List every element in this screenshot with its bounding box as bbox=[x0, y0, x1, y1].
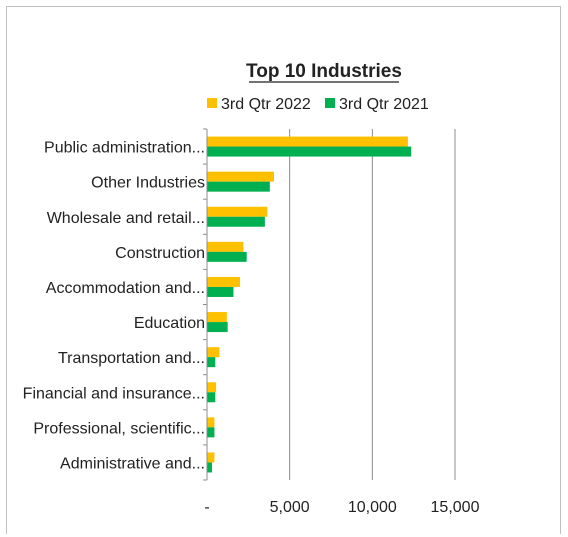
bar-series1 bbox=[207, 312, 227, 323]
x-tick-label: 10,000 bbox=[348, 499, 397, 516]
bar-series2 bbox=[207, 216, 265, 227]
bar-series2 bbox=[207, 286, 234, 297]
x-tick-label: 5,000 bbox=[270, 499, 310, 516]
legend: 3rd Qtr 2022 3rd Qtr 2021 bbox=[207, 96, 429, 113]
legend-swatch-1 bbox=[207, 98, 217, 108]
legend-swatch-2 bbox=[325, 98, 335, 108]
category-label: Education bbox=[134, 315, 205, 332]
x-tick-label: - bbox=[204, 499, 209, 516]
category-label: Professional, scientific... bbox=[33, 420, 205, 437]
bar-series1 bbox=[207, 382, 217, 393]
category-label: Other Industries bbox=[91, 175, 205, 192]
bar-series2 bbox=[207, 357, 216, 368]
gridlines bbox=[289, 129, 456, 480]
category-label: Public administration... bbox=[44, 140, 205, 157]
bar-series1 bbox=[207, 241, 244, 252]
bar-chart: Top 10 Industries 3rd Qtr 2022 3rd Qtr 20… bbox=[23, 61, 480, 516]
category-label: Accommodation and... bbox=[46, 280, 205, 297]
bar-series2 bbox=[207, 462, 212, 473]
bar-series1 bbox=[207, 206, 268, 217]
bar-series2 bbox=[207, 146, 412, 157]
bar-series1 bbox=[207, 171, 274, 182]
bars bbox=[207, 136, 412, 473]
category-label: Wholesale and retail... bbox=[47, 210, 205, 227]
bar-series1 bbox=[207, 276, 241, 287]
category-label: Administrative and... bbox=[60, 455, 205, 472]
chart-title: Top 10 Industries bbox=[246, 61, 402, 82]
bar-series2 bbox=[207, 181, 270, 192]
category-label: Construction bbox=[115, 245, 205, 262]
x-tick-label: 15,000 bbox=[431, 499, 480, 516]
bar-series1 bbox=[207, 136, 408, 147]
legend-label-1: 3rd Qtr 2022 bbox=[221, 96, 311, 113]
bar-series1 bbox=[207, 417, 215, 428]
bar-series2 bbox=[207, 392, 216, 403]
category-label: Financial and insurance... bbox=[23, 385, 205, 402]
y-axis bbox=[203, 128, 208, 481]
bar-series1 bbox=[207, 452, 215, 463]
y-axis-labels: Public administration... Other Industries… bbox=[23, 140, 205, 473]
legend-label-2: 3rd Qtr 2021 bbox=[339, 96, 429, 113]
bar-series2 bbox=[207, 322, 228, 333]
category-label: Transportation and... bbox=[58, 350, 205, 367]
x-axis-labels: - 5,000 10,000 15,000 bbox=[204, 499, 479, 516]
chart-frame: Top 10 Industries 3rd Qtr 2022 3rd Qtr 20… bbox=[6, 6, 561, 534]
bar-series2 bbox=[207, 251, 247, 262]
bar-series1 bbox=[207, 347, 220, 358]
bar-series2 bbox=[207, 427, 215, 438]
